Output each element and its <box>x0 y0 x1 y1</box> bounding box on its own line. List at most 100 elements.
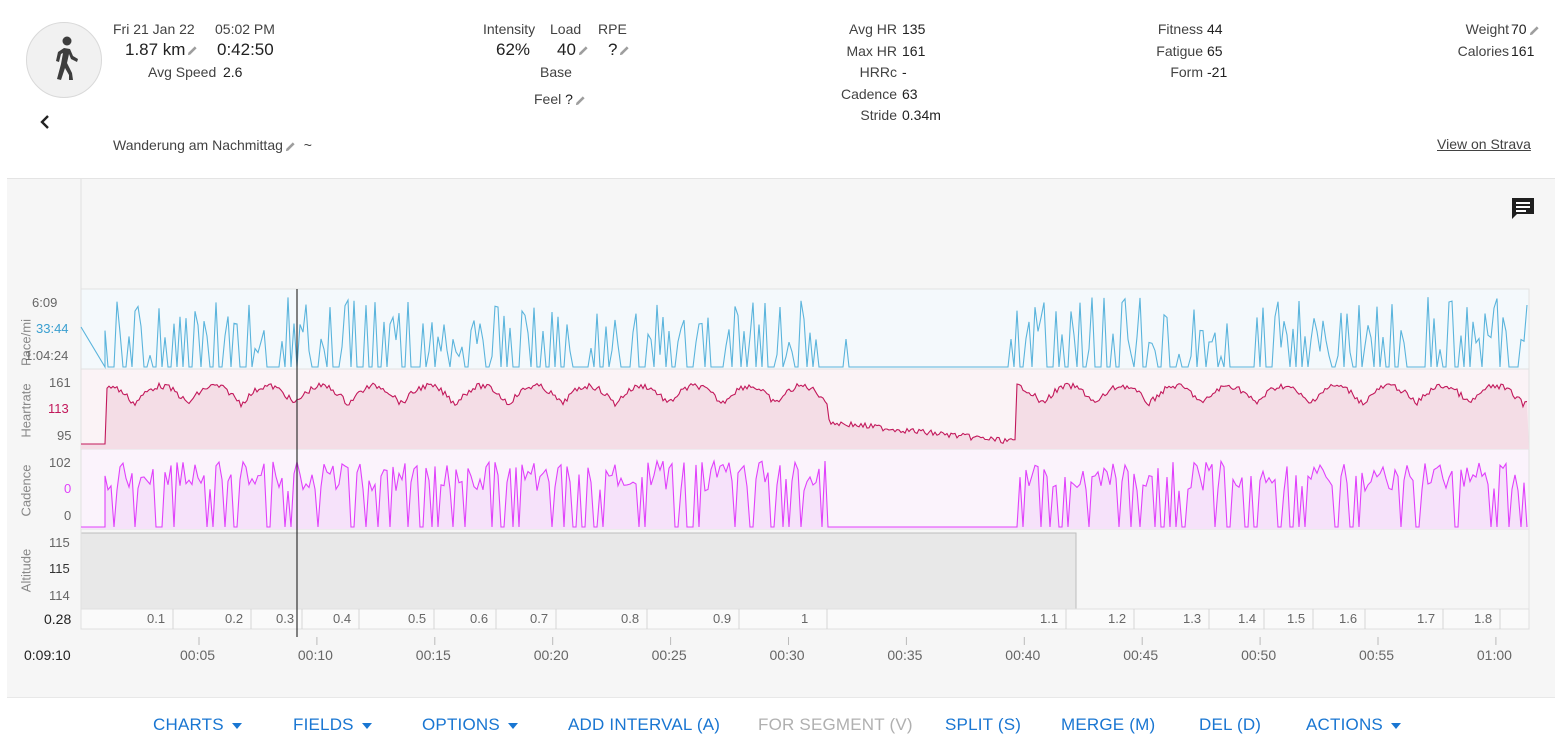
pencil-icon[interactable] <box>187 45 198 56</box>
pencil-icon[interactable] <box>619 45 630 56</box>
distance-tick: 0.8 <box>621 611 640 626</box>
base-label: Base <box>540 64 572 80</box>
distance-axis-band <box>80 608 1530 630</box>
distance-tick: 1.1 <box>1040 611 1059 626</box>
altitude-tick-bottom: 114 <box>49 588 70 603</box>
distance-tick: 1.4 <box>1238 611 1257 626</box>
chevron-left-icon[interactable] <box>38 114 52 130</box>
split-button[interactable]: SPLIT (S) <box>945 715 1022 734</box>
view-on-strava-link[interactable]: View on Strava <box>1437 136 1531 152</box>
caret-down-icon <box>361 722 372 729</box>
charts-menu-button[interactable]: CHARTS <box>153 715 242 735</box>
altitude-tick-mid: 115 <box>49 561 70 576</box>
time-tick: 01:00 <box>1476 647 1512 663</box>
altitude-axis-label: Altitude <box>18 548 34 593</box>
cadence-tick-bottom: 0 <box>64 508 72 523</box>
options-menu-button[interactable]: OPTIONS <box>422 715 518 735</box>
fields-menu-label: FIELDS <box>293 715 354 734</box>
activity-distance[interactable]: 1.87 km <box>125 40 198 60</box>
heartrate-area <box>81 383 1529 449</box>
hrrc-label: HRRc <box>859 64 897 80</box>
activity-date: Fri 21 Jan 22 <box>113 21 195 37</box>
time-tick: 00:25 <box>651 647 687 663</box>
load-label: Load <box>550 21 582 37</box>
load-number: 40 <box>557 40 576 59</box>
cadence-tick-top: 102 <box>49 455 71 470</box>
distance-tick: 1.3 <box>1183 611 1202 626</box>
fields-menu-button[interactable]: FIELDS <box>293 715 372 735</box>
distance-tick: 0.9 <box>713 611 732 626</box>
time-tick: 00:05 <box>180 647 216 663</box>
charts-menu-label: CHARTS <box>153 715 224 734</box>
cadence-trace <box>81 459 1528 528</box>
pencil-icon[interactable] <box>578 45 589 56</box>
hr-tick-bottom: 95 <box>57 428 72 443</box>
time-tick: 00:45 <box>1123 647 1159 663</box>
hr-tick-mid: 113 <box>48 401 69 416</box>
delete-button[interactable]: DEL (D) <box>1199 715 1262 734</box>
pace-tick-top: 6:09 <box>32 295 58 310</box>
heartrate-trace <box>81 381 1528 445</box>
time-tick: 00:10 <box>297 647 333 663</box>
time-tick: 00:50 <box>1241 647 1277 663</box>
intensity-label: Intensity <box>483 21 536 37</box>
avg-hr-label: Avg HR <box>849 21 897 37</box>
add-interval-button[interactable]: ADD INTERVAL (A) <box>568 715 721 734</box>
activity-type-avatar[interactable] <box>26 22 102 98</box>
actions-menu-label: ACTIONS <box>1306 715 1383 734</box>
calories-value: 161 <box>1511 42 1535 59</box>
distance-cursor-value: 0.28 <box>44 611 72 627</box>
pace-tick-bottom: 1:04:24 <box>25 348 69 363</box>
time-tick: 00:30 <box>769 647 805 663</box>
fitness-value: 44 <box>1207 21 1223 37</box>
distance-tick: 0.1 <box>147 611 166 626</box>
altitude-tick-top: 115 <box>49 535 70 550</box>
merge-button[interactable]: MERGE (M) <box>1061 715 1156 734</box>
hrrc-value: - <box>902 64 907 80</box>
cadence-label: Cadence <box>840 85 897 102</box>
activity-chart-panel: Pace/mi Heartrate Cadence Altitude 6:09 … <box>7 179 1555 697</box>
activity-duration: 0:42:50 <box>217 40 274 59</box>
time-cursor-value: 0:09:10 <box>24 647 71 663</box>
max-hr-value: 161 <box>902 42 926 59</box>
pace-tick-mid: 33:44 <box>36 321 69 336</box>
distance-tick: 1 <box>801 611 809 626</box>
caret-down-icon <box>1390 722 1401 729</box>
cadence-tick-mid: 0 <box>64 481 72 496</box>
time-tick: 00:40 <box>1005 647 1041 663</box>
heartrate-axis-label: Heartrate <box>18 383 34 438</box>
distance-tick: 0.2 <box>225 611 244 626</box>
pace-trace <box>80 297 1528 369</box>
fatigue-label: Fatigue <box>1156 42 1203 59</box>
form-value: -21 <box>1207 64 1228 80</box>
activity-summary-card: Fri 21 Jan 22 05:02 PM 1.87 km 0:42:50 A… <box>7 0 1555 179</box>
pencil-icon[interactable] <box>285 141 296 152</box>
weight-value[interactable]: 70 <box>1511 21 1540 43</box>
hr-tick-top: 161 <box>49 375 71 390</box>
activity-title[interactable]: Wanderung am Nachmittag ~ <box>113 137 312 153</box>
rpe-value[interactable]: ? <box>608 40 630 60</box>
caret-down-icon <box>507 722 518 729</box>
feel-field[interactable]: Feel ? <box>534 91 586 107</box>
activity-charts[interactable] <box>7 179 1555 697</box>
distance-tick: 0.7 <box>530 611 549 626</box>
stride-value: 0.34m <box>902 107 941 123</box>
time-tick: 00:15 <box>415 647 451 663</box>
activity-title-suffix: ~ <box>303 137 312 153</box>
distance-tick: 1.6 <box>1339 611 1358 626</box>
comment-icon[interactable] <box>1510 196 1536 220</box>
feel-value: ? <box>565 91 573 107</box>
distance-value: 1.87 km <box>125 40 186 59</box>
for-segment-button: FOR SEGMENT (V) <box>758 715 913 734</box>
cadence-value: 63 <box>902 85 918 102</box>
load-value[interactable]: 40 <box>557 40 589 60</box>
pencil-icon[interactable] <box>575 95 586 106</box>
walking-person-icon <box>56 36 78 80</box>
avg-speed-value: 2.6 <box>223 64 243 80</box>
pace-axis-label: Pace/mi <box>18 319 34 366</box>
avg-hr-value: 135 <box>902 21 926 37</box>
actions-menu-button[interactable]: ACTIONS <box>1306 715 1401 735</box>
pencil-icon[interactable] <box>1529 25 1540 36</box>
distance-tick: 1.5 <box>1287 611 1306 626</box>
options-menu-label: OPTIONS <box>422 715 500 734</box>
